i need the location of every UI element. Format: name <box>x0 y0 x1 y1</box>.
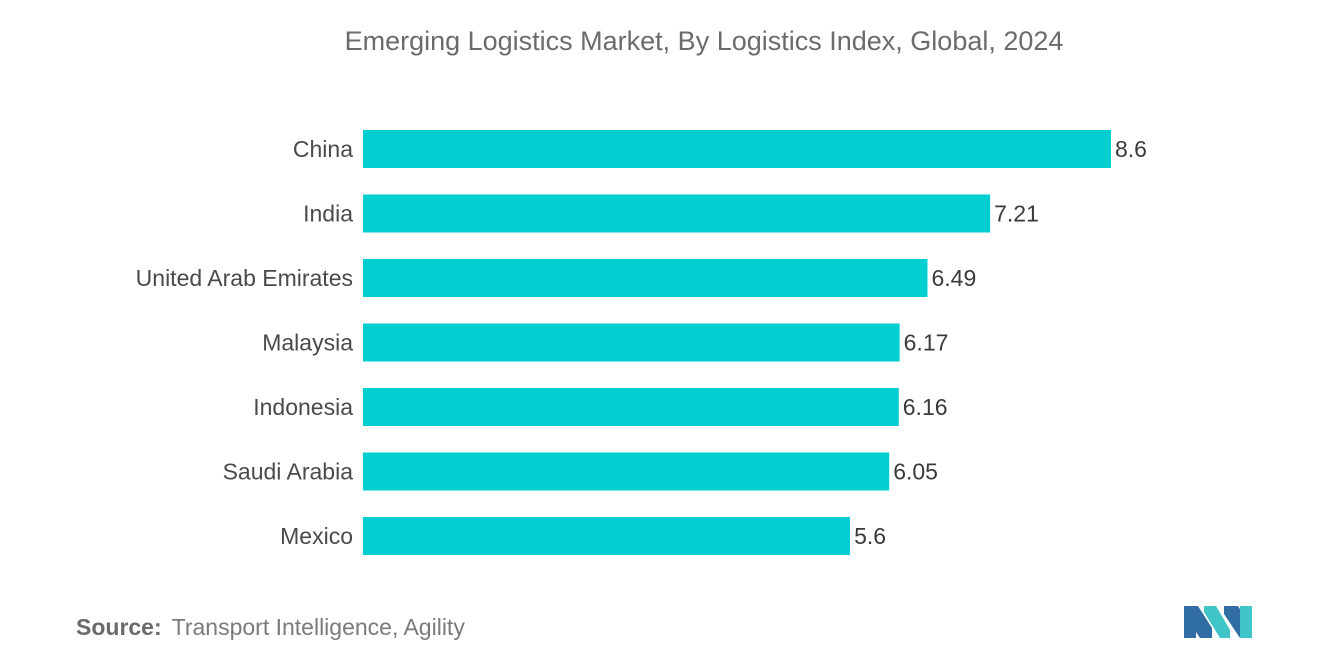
category-label-china: China <box>293 136 353 162</box>
category-label-saudi-arabia: Saudi Arabia <box>223 459 354 485</box>
mordor-intelligence-logo-icon <box>1184 606 1252 638</box>
category-label-mexico: Mexico <box>280 523 353 549</box>
category-label-indonesia: Indonesia <box>253 394 353 420</box>
value-label-mexico: 5.6 <box>854 523 886 549</box>
logo-right-post <box>1240 606 1252 638</box>
bar-saudi-arabia <box>363 452 890 491</box>
category-label-malaysia: Malaysia <box>262 330 353 356</box>
bars-layer <box>363 130 1111 555</box>
value-labels: 8.6 7.21 6.49 6.17 6.16 6.05 5.6 <box>854 136 1147 549</box>
value-label-china: 8.6 <box>1115 136 1147 162</box>
logo-middle-stroke <box>1204 606 1230 638</box>
bar-india <box>363 194 991 233</box>
source-label: Source: <box>76 614 162 640</box>
source-note: Source: Transport Intelligence, Agility <box>76 614 465 641</box>
value-label-malaysia: 6.17 <box>904 330 949 356</box>
source-text: Transport Intelligence, Agility <box>171 614 465 640</box>
bar-chart: China India United Arab Emirates Malaysia In… <box>136 130 1147 555</box>
logo-left-stroke <box>1184 606 1212 638</box>
value-label-saudi-arabia: 6.05 <box>893 459 938 485</box>
value-label-united-arab-emirates: 6.49 <box>931 265 976 291</box>
bar-china <box>363 130 1111 168</box>
bar-mexico <box>363 517 851 555</box>
bar-united-arab-emirates <box>363 259 928 297</box>
bar-malaysia <box>363 323 900 362</box>
value-label-india: 7.21 <box>994 201 1039 227</box>
category-labels: China India United Arab Emirates Malaysia In… <box>136 136 354 549</box>
category-label-united-arab-emirates: United Arab Emirates <box>136 265 353 291</box>
category-label-india: India <box>303 201 353 227</box>
bar-indonesia <box>363 388 899 426</box>
chart-title: Emerging Logistics Market, By Logistics … <box>344 26 1064 56</box>
value-label-indonesia: 6.16 <box>903 394 948 420</box>
